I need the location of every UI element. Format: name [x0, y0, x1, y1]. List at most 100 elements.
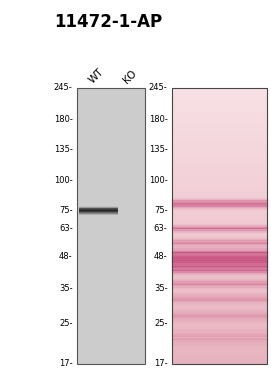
Bar [172, 240, 267, 241]
Bar [172, 168, 267, 169]
Bar [172, 273, 267, 275]
Bar [172, 266, 267, 267]
Bar [172, 305, 267, 306]
Bar [172, 285, 267, 286]
Bar [172, 301, 267, 302]
Bar [172, 345, 267, 346]
Bar [172, 314, 267, 315]
Bar [172, 102, 267, 103]
Bar [172, 256, 267, 257]
Bar [172, 248, 267, 249]
Bar [172, 117, 267, 118]
Bar [172, 344, 267, 345]
Bar [172, 109, 267, 110]
Bar [172, 91, 267, 92]
Bar [172, 238, 267, 239]
Text: KO: KO [121, 69, 138, 86]
Bar [172, 261, 267, 263]
Bar [172, 288, 267, 289]
Bar [172, 173, 267, 174]
Bar [172, 333, 267, 334]
Text: 100-: 100- [149, 176, 167, 185]
Bar [172, 271, 267, 272]
Bar [172, 354, 267, 355]
Bar [172, 322, 267, 323]
Bar [172, 328, 267, 329]
Bar [172, 112, 267, 113]
Bar [172, 195, 267, 196]
Text: 75-: 75- [59, 206, 73, 214]
Bar [172, 310, 267, 311]
Bar [172, 341, 267, 342]
Bar [172, 279, 267, 280]
Bar [172, 162, 267, 163]
Bar [172, 277, 267, 278]
Bar [172, 311, 267, 312]
Text: 135-: 135- [54, 145, 73, 154]
Bar [172, 340, 267, 341]
Bar [172, 346, 267, 347]
Bar [172, 172, 267, 173]
Bar [172, 359, 267, 360]
Bar [172, 334, 267, 335]
Bar [172, 105, 267, 106]
Bar [172, 160, 267, 161]
Bar [172, 190, 267, 191]
Bar [172, 239, 267, 240]
Bar [172, 197, 267, 198]
Bar [172, 303, 267, 304]
Bar [172, 180, 267, 181]
Bar [172, 209, 267, 210]
Bar [172, 132, 267, 133]
Bar [172, 129, 267, 130]
Bar [172, 350, 267, 351]
Bar [172, 90, 267, 91]
Bar [172, 157, 267, 159]
Bar [172, 142, 267, 143]
Bar [172, 264, 267, 265]
Bar [172, 196, 267, 197]
Bar [172, 192, 267, 194]
Bar [172, 181, 267, 182]
Bar [172, 127, 267, 128]
Bar [172, 324, 267, 325]
Bar [172, 169, 267, 170]
Text: 135-: 135- [149, 145, 167, 154]
Bar [172, 329, 267, 330]
Text: WT: WT [87, 67, 106, 86]
Text: 25-: 25- [154, 319, 167, 328]
Bar [172, 185, 267, 186]
Bar [172, 96, 267, 97]
Bar [172, 348, 267, 349]
Bar [172, 208, 267, 209]
Text: 48-: 48- [59, 252, 73, 261]
Bar [172, 95, 267, 96]
Bar [172, 297, 267, 298]
Bar [172, 98, 267, 99]
Bar [172, 145, 267, 147]
Bar [172, 128, 267, 129]
Bar [172, 259, 267, 260]
Bar [172, 330, 267, 332]
Bar [172, 347, 267, 348]
Bar [172, 337, 267, 338]
Bar [172, 171, 267, 172]
Bar [172, 318, 267, 319]
Bar [172, 231, 267, 232]
Bar [172, 163, 267, 164]
Bar [172, 138, 267, 139]
Bar [172, 93, 267, 94]
Bar [172, 241, 267, 242]
Bar [172, 356, 267, 357]
Text: 180-: 180- [54, 115, 73, 124]
Bar [172, 154, 267, 155]
Bar [172, 223, 267, 224]
Bar [172, 153, 267, 154]
Bar [172, 265, 267, 266]
Bar [172, 110, 267, 111]
Bar [172, 210, 267, 211]
Bar [172, 198, 267, 199]
Bar [172, 230, 267, 231]
Bar [172, 220, 267, 221]
Text: 11472-1-AP: 11472-1-AP [54, 13, 162, 31]
